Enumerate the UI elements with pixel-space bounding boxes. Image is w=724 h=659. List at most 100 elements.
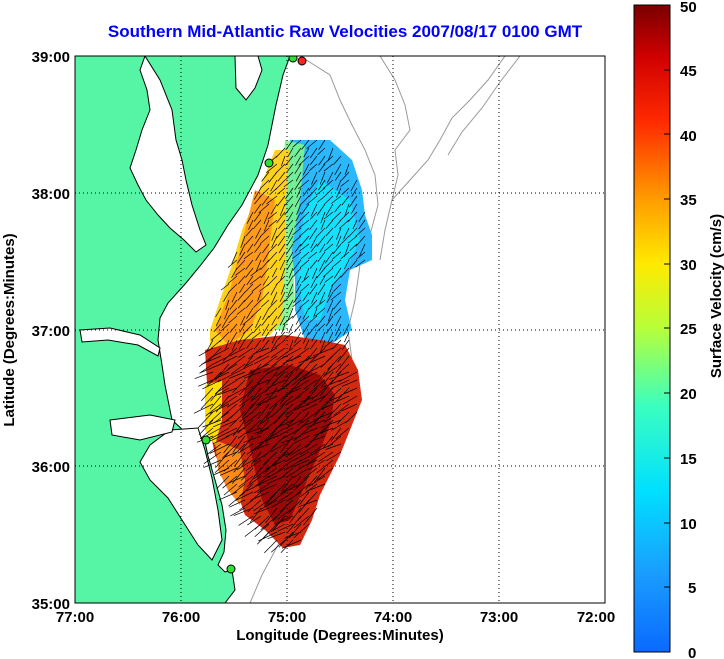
velocity-arrow [253, 299, 262, 308]
velocity-arrow [230, 363, 246, 375]
velocity-arrow [310, 347, 326, 363]
velocity-arrow [250, 451, 262, 465]
velocity-arrow [263, 443, 278, 458]
velocity-arrow [239, 243, 246, 256]
velocity-arrow [231, 251, 238, 265]
velocity-arrow [261, 291, 270, 301]
velocity-arrow [240, 467, 254, 481]
velocity-arrow [262, 331, 270, 342]
velocity-arrow [313, 371, 326, 388]
velocity-arrow [213, 387, 230, 397]
velocity-arrow [292, 251, 302, 259]
velocity-arrow [262, 251, 270, 262]
velocity-arrow [267, 531, 286, 540]
velocity-arrow [323, 411, 342, 423]
velocity-arrow [320, 371, 334, 388]
velocity-arrow [332, 339, 342, 350]
velocity-arrow [246, 243, 254, 253]
velocity-arrow [347, 211, 358, 223]
velocity-arrow [312, 267, 318, 279]
velocity-arrow [285, 155, 294, 166]
x-axis-label: Longitude (Degrees:Minutes) [236, 627, 444, 644]
velocity-arrow [274, 419, 294, 430]
velocity-arrow [271, 331, 278, 344]
velocity-arrow [203, 451, 222, 464]
velocity-arrow [340, 179, 350, 187]
velocity-arrow [257, 347, 278, 359]
velocity-arrow [287, 147, 294, 158]
velocity-arrow [218, 491, 238, 501]
velocity-arrow [253, 219, 262, 230]
velocity-arrow [210, 387, 222, 402]
velocity-arrow [249, 275, 262, 285]
velocity-arrow [300, 427, 318, 436]
velocity-arrow [265, 387, 286, 396]
velocity-arrow [237, 443, 254, 454]
velocity-arrow [298, 499, 310, 514]
velocity-arrow [308, 435, 326, 443]
y-tick-labels: 39:00 38:00 37:00 36:00 35:00 [32, 49, 70, 613]
velocity-arrow [278, 219, 286, 230]
velocity-arrow [229, 323, 238, 333]
colorbar-tick-labels: 50 45 40 35 30 25 20 15 10 5 0 [680, 0, 697, 659]
velocity-arrow [257, 291, 262, 302]
velocity-arrow [237, 331, 246, 345]
velocity-arrow [286, 419, 302, 429]
velocity-arrow [324, 243, 334, 252]
velocity-arrow [301, 203, 310, 215]
velocity-arrow [220, 403, 238, 418]
velocity-arrow [215, 315, 222, 327]
velocity-arrow [285, 371, 302, 388]
velocity-arrow [270, 443, 286, 453]
velocity-arrow [285, 403, 302, 416]
y-tick-label: 39:00 [32, 49, 70, 66]
velocity-arrow [293, 435, 310, 444]
velocity-arrow [270, 523, 286, 533]
velocity-arrow [254, 475, 270, 487]
velocity-arrow [221, 451, 238, 459]
velocity-arrow [243, 371, 262, 379]
colorbar-tick-label: 35 [680, 192, 697, 209]
velocity-arrow [311, 387, 326, 400]
station-marker [288, 56, 298, 63]
velocity-arrow [229, 411, 246, 428]
velocity-arrow [305, 435, 318, 449]
velocity-arrow [318, 155, 326, 166]
velocity-arrow [297, 499, 318, 508]
velocity-arrow [260, 267, 270, 279]
velocity-arrow [325, 323, 334, 334]
velocity-arrow [253, 235, 262, 247]
velocity-arrow [292, 139, 302, 148]
velocity-arrow [220, 427, 238, 437]
velocity-arrow [295, 211, 302, 222]
velocity-arrow [276, 195, 286, 207]
velocity-arrow [199, 363, 214, 374]
velocity-arrow [295, 171, 302, 182]
velocity-arrow [306, 419, 326, 428]
velocity-arrow [270, 291, 278, 305]
pamlico-sound [139, 427, 223, 561]
x-tick-label: 72:00 [577, 609, 615, 626]
velocity-arrow [275, 363, 294, 377]
velocity-arrow [288, 499, 302, 514]
velocity-arrow [277, 235, 286, 247]
x-tick-label: 77:00 [56, 609, 94, 626]
velocity-arrow [300, 195, 310, 205]
velocity-arrow [292, 267, 302, 277]
velocity-arrow [331, 211, 342, 221]
y-tick-label: 38:00 [32, 186, 70, 203]
velocity-arrow [350, 203, 358, 215]
velocity-arrow [324, 195, 334, 204]
velocity-arrow [271, 267, 278, 278]
velocity-arrow [323, 163, 334, 172]
velocity-arrow [249, 507, 262, 523]
velocity-arrow [243, 355, 254, 370]
velocity-arrow [334, 387, 350, 404]
velocity-arrow [281, 539, 302, 549]
velocity-arrow [255, 251, 262, 261]
velocity-arrow [270, 427, 286, 438]
velocity-arrow [229, 331, 238, 344]
velocity-arrow [260, 235, 270, 244]
velocity-arrow [209, 443, 230, 454]
velocity-arrow [263, 219, 270, 232]
